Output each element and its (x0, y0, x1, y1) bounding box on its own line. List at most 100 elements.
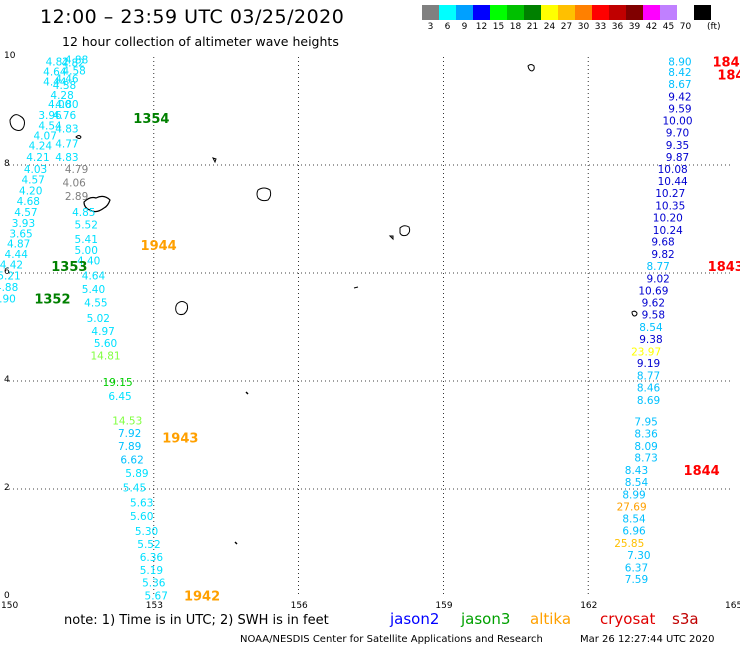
island-outline (353, 286, 359, 289)
wave-height-label: 19.15 (103, 377, 133, 389)
pass-time-label: 1843 (717, 68, 740, 83)
pass-time-label: 1943 (162, 432, 198, 447)
wave-height-label: 5.67 (145, 590, 168, 602)
island-outline (245, 391, 249, 395)
wave-height-label: 4.57 (21, 175, 44, 187)
wave-height-label: 4.79 (65, 164, 88, 176)
color-scale-swatch (439, 5, 456, 20)
wave-height-label: 5.60 (94, 338, 117, 350)
wave-height-label: 4.76 (53, 110, 77, 122)
wave-height-label: 4.38 (53, 80, 76, 92)
legend-item-jason3: jason3 (461, 610, 511, 628)
color-scale-label: 18 (509, 22, 522, 32)
wave-height-label: 8.77 (637, 371, 660, 383)
wave-height-label: 4.06 (62, 177, 86, 189)
wave-height-label: 4.55 (84, 298, 107, 310)
color-scale-swatch (609, 5, 626, 20)
y-tick-label: 2 (4, 483, 10, 493)
wave-height-label: 6.37 (625, 562, 648, 574)
island-outline (527, 64, 535, 72)
wave-height-label: 4.85 (72, 207, 95, 219)
color-scale-swatch (660, 5, 677, 20)
island-outline (175, 301, 189, 316)
wave-height-label: 8.09 (634, 441, 657, 453)
wave-height-label: 4.28 (50, 90, 73, 102)
wave-height-label: 6.45 (108, 391, 131, 403)
wave-height-label: 10.08 (658, 164, 688, 176)
color-scale-label: 42 (645, 22, 658, 32)
wave-height-label: 4.97 (91, 326, 114, 338)
wave-height-label: 5.21 (0, 271, 21, 283)
y-tick-label: 10 (4, 51, 16, 61)
wave-height-label: 5.02 (87, 313, 110, 325)
legend-item-s3a: s3a (672, 610, 699, 628)
wave-height-label: 8.54 (625, 477, 649, 489)
color-scale-label: 27 (560, 22, 573, 32)
island-outline (399, 225, 411, 237)
wave-height-label: 9.35 (666, 140, 689, 152)
wave-height-label: 8.99 (622, 489, 645, 501)
legend-item-cryosat: cryosat (600, 610, 656, 628)
wave-height-label: 4.88 (65, 55, 88, 67)
wave-height-label: 4.77 (55, 138, 78, 150)
page-title: 12:00 – 23:59 UTC 03/25/2020 (40, 6, 345, 28)
wave-height-label: 5.63 (130, 498, 153, 510)
wave-height-label: 2.89 (65, 191, 88, 203)
wave-height-label: 8.77 (646, 261, 669, 273)
wave-height-label: 8.54 (639, 322, 663, 334)
wave-height-label: 9.58 (642, 310, 665, 322)
wave-height-label: 23.97 (631, 346, 661, 358)
wave-height-label: 8.36 (634, 428, 658, 440)
island-outline (631, 310, 638, 317)
wave-height-label: 3.96 (38, 110, 62, 122)
wave-height-label: 4.88 (0, 282, 18, 294)
wave-height-label: 4.42 (0, 259, 23, 271)
island-outline (83, 195, 111, 213)
wave-height-label: 8.69 (637, 395, 660, 407)
color-scale-swatch (422, 5, 439, 20)
footer-note: note: 1) Time is in UTC; 2) SWH is in fe… (64, 613, 329, 628)
legend-item-altika: altika (530, 610, 572, 628)
color-scale-bar (422, 5, 711, 21)
wave-height-label: 4.24 (29, 141, 53, 153)
wave-height-label: 4.68 (17, 196, 40, 208)
wave-height-label: 4.44 (43, 76, 67, 88)
color-scale-label: 36 (611, 22, 624, 32)
color-scale-swatch (524, 5, 541, 20)
wave-height-label: 4.58 (62, 66, 85, 78)
wave-height-label: 8.46 (637, 382, 661, 394)
wave-height-label: 7.92 (118, 428, 141, 440)
color-scale-swatch (643, 5, 660, 20)
wave-height-label: 4.03 (24, 164, 47, 176)
pass-time-label: 1944 (141, 239, 177, 254)
color-scale-swatch (626, 5, 643, 20)
wave-height-label: 9.70 (666, 128, 689, 140)
wave-height-label: 4.87 (7, 238, 30, 250)
wave-height-label: 4.00 (48, 99, 71, 111)
wave-height-label: 10.27 (655, 188, 685, 200)
x-tick-label: 156 (290, 601, 308, 611)
pass-time-label: 1942 (184, 589, 220, 604)
wave-height-label: 5.41 (75, 234, 98, 246)
pass-time-label: 1352 (34, 292, 70, 307)
color-scale-swatch (677, 5, 694, 20)
y-tick-label: 0 (4, 591, 10, 601)
wave-height-label: 5.36 (142, 577, 166, 589)
wave-height-label: 10.24 (653, 225, 683, 237)
y-tick-label: 6 (4, 267, 10, 277)
wave-height-label: 5.19 (140, 565, 163, 577)
wave-height-label: 7.30 (627, 550, 650, 562)
x-tick-label: 162 (580, 601, 598, 611)
wave-height-label: 4.90 (0, 293, 16, 305)
wave-height-label: 10.00 (662, 116, 692, 128)
pass-time-label: 1354 (133, 112, 169, 127)
color-scale-label: 70 (679, 22, 692, 32)
y-tick-label: 4 (4, 375, 10, 385)
color-scale-label: 39 (628, 22, 641, 32)
pass-time-label: 1843 (708, 260, 740, 275)
wave-height-label: 5.00 (75, 245, 98, 257)
island-outline (75, 135, 82, 139)
wave-height-label: 4.57 (14, 207, 37, 219)
